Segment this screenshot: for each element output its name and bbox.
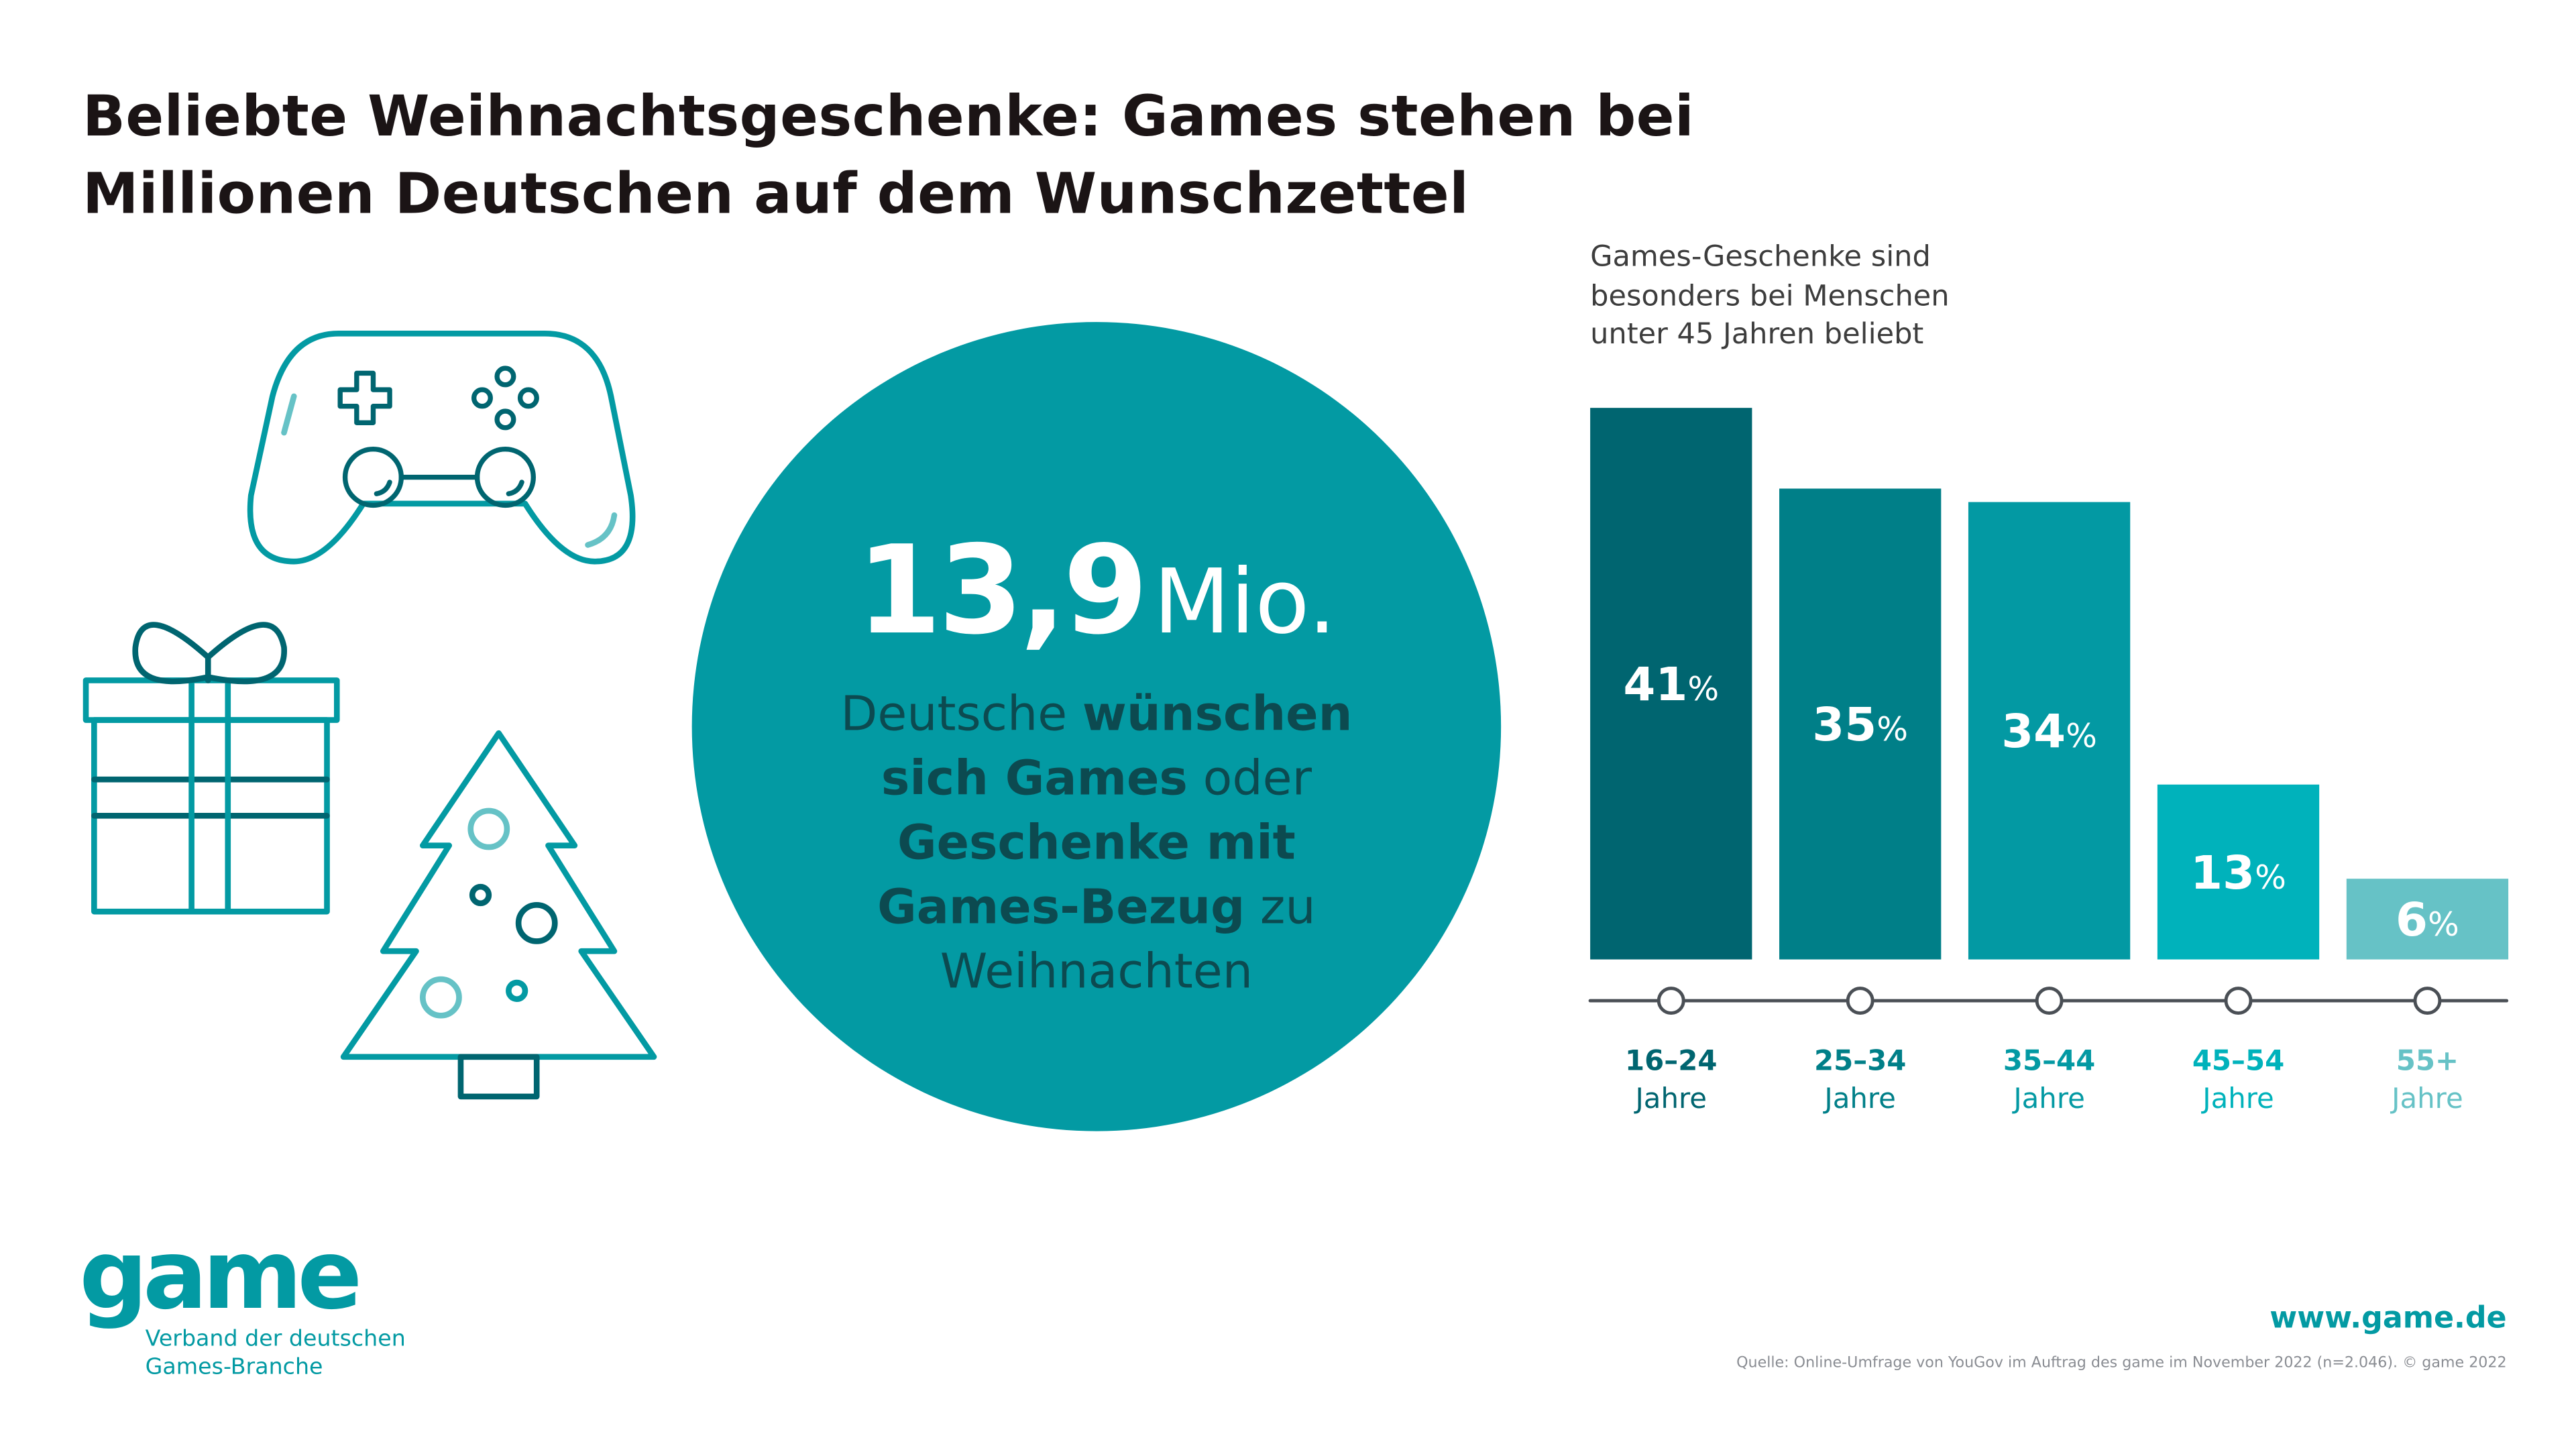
x-tick-label: 55+ [2396, 1044, 2459, 1077]
chart-title-line: besonders bei Menschen [1590, 280, 1950, 313]
circle-text-bold-2: Geschenke mit Games-Bezug [877, 814, 1296, 935]
x-tick-sublabel: Jahre [1633, 1082, 1707, 1115]
chart-title: Games-Geschenke sind besonders bei Mensc… [1590, 239, 1950, 356]
chart-title-line: Games-Geschenke sind [1590, 241, 1931, 274]
x-tick-sublabel: Jahre [2200, 1082, 2274, 1115]
source-note: Quelle: Online-Umfrage von YouGov im Auf… [1736, 1355, 2507, 1373]
circle-text-3: zu Weihnachten [940, 878, 1316, 999]
headline-number: 13,9 [856, 520, 1148, 663]
christmas-tree-icon [340, 730, 657, 1100]
axis-marker [1846, 987, 1874, 1015]
bar [1779, 488, 1942, 960]
x-tick-label: 45–54 [2192, 1044, 2284, 1077]
highlight-circle: 13,9 Mio. Deutsche wünschen sich Games o… [691, 322, 1502, 1131]
axis-marker [1657, 987, 1685, 1015]
bar [2157, 784, 2320, 960]
headline-figure: 13,9 Mio. [692, 520, 1501, 663]
x-tick-sublabel: Jahre [1822, 1082, 1896, 1115]
chart-title-line: unter 45 Jahren beliebt [1590, 319, 1924, 352]
page-title: Beliebte Weihnachtsgeschenke: Games steh… [82, 79, 1694, 234]
axis-marker [2413, 987, 2442, 1015]
logo-line-1: Verband der deutschen [145, 1326, 406, 1353]
axis-marker [2035, 987, 2064, 1015]
circle-text-bold-1: wünschen sich Games [881, 685, 1353, 806]
logo-subtitle: Verband der deutschen Games-Branche [146, 1326, 406, 1382]
x-tick-sublabel: Jahre [2390, 1082, 2463, 1115]
game-logo: game [79, 1219, 362, 1331]
logo-line-2: Games-Branche [145, 1354, 323, 1381]
bar [2346, 879, 2509, 960]
title-line-1: Beliebte Weihnachtsgeschenke: Games steh… [82, 84, 1695, 151]
title-line-2: Millionen Deutschen auf dem Wunschzettel [82, 162, 1469, 228]
circle-text-1: Deutsche [840, 685, 1082, 742]
website-link[interactable]: www.game.de [2270, 1301, 2507, 1336]
circle-text: Deutsche wünschen sich Games oder Gesche… [791, 682, 1402, 1004]
x-tick-label: 25–34 [1814, 1044, 1906, 1077]
bar-chart: 41%16–24Jahre35%25–34Jahre34%35–44Jahre1… [1588, 408, 2509, 1115]
x-tick-label: 16–24 [1625, 1044, 1717, 1077]
gamepad-icon [247, 331, 636, 565]
bar [1968, 502, 2131, 960]
headline-unit: Mio. [1153, 549, 1337, 655]
bar [1590, 408, 1752, 960]
gift-icon [82, 622, 340, 915]
axis-marker [2224, 987, 2253, 1015]
circle-text-2: oder [1187, 749, 1312, 806]
x-tick-label: 35–44 [2003, 1044, 2095, 1077]
x-tick-sublabel: Jahre [2011, 1082, 2085, 1115]
